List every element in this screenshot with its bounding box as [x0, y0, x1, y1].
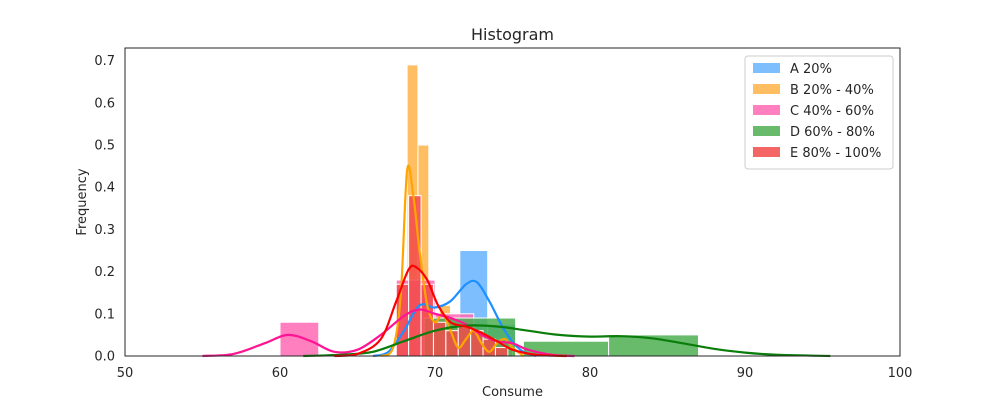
bar-series-2-bin-0: [279, 321, 320, 357]
x-tick-label: 60: [272, 366, 289, 381]
kde-lines-layer: [202, 164, 831, 358]
bar-series-4-bin-8: [494, 347, 509, 357]
legend-swatch: [753, 105, 780, 115]
bar-series-4-bin-1: [408, 195, 422, 357]
x-tick-label: 100: [888, 366, 913, 381]
legend-swatch: [753, 126, 780, 136]
legend-swatch: [753, 84, 780, 94]
y-tick-label: 0.5: [94, 139, 115, 154]
y-axis-ticks: 0.0 0.1 0.2 0.3 0.4 0.5 0.6 0.7: [94, 54, 115, 364]
chart-title: Histogram: [471, 25, 554, 44]
legend-label: E 80% - 100%: [790, 146, 881, 161]
legend: A 20% B 20% - 40% C 40% - 60% D 60% - 80% E …: [744, 55, 894, 170]
legend-swatch: [753, 63, 780, 73]
x-axis-ticks: 50 60 70 80 90 100: [117, 366, 913, 381]
legend-label: A 20%: [790, 62, 832, 77]
legend-label: B 20% - 40%: [790, 83, 874, 98]
bar-series-4-bin-3: [432, 321, 447, 357]
x-tick-label: 50: [117, 366, 134, 381]
legend-swatch: [753, 147, 780, 157]
x-tick-label: 70: [427, 366, 444, 381]
legend-label: C 40% - 60%: [790, 104, 874, 119]
y-tick-label: 0.2: [94, 265, 115, 280]
x-axis-label: Consume: [482, 385, 543, 400]
x-tick-label: 80: [582, 366, 599, 381]
plot-frame: [124, 47, 901, 357]
y-tick-label: 0.7: [94, 54, 115, 69]
kde-line-series-3: [303, 324, 831, 358]
kde-line-series-0: [372, 279, 537, 358]
legend-box: [744, 55, 894, 170]
kde-line-series-4: [334, 264, 567, 358]
kde-line-series-2: [202, 308, 575, 358]
y-tick-label: 0.6: [94, 96, 115, 111]
legend-label: D 60% - 80%: [790, 125, 875, 140]
y-axis-label: Frequency: [75, 168, 90, 235]
y-tick-label: 0.1: [94, 307, 115, 322]
bars-layer: [279, 64, 699, 357]
y-tick-label: 0.3: [94, 223, 115, 238]
x-tick-label: 90: [737, 366, 754, 381]
y-tick-label: 0.0: [94, 350, 115, 365]
y-tick-label: 0.4: [94, 181, 115, 196]
